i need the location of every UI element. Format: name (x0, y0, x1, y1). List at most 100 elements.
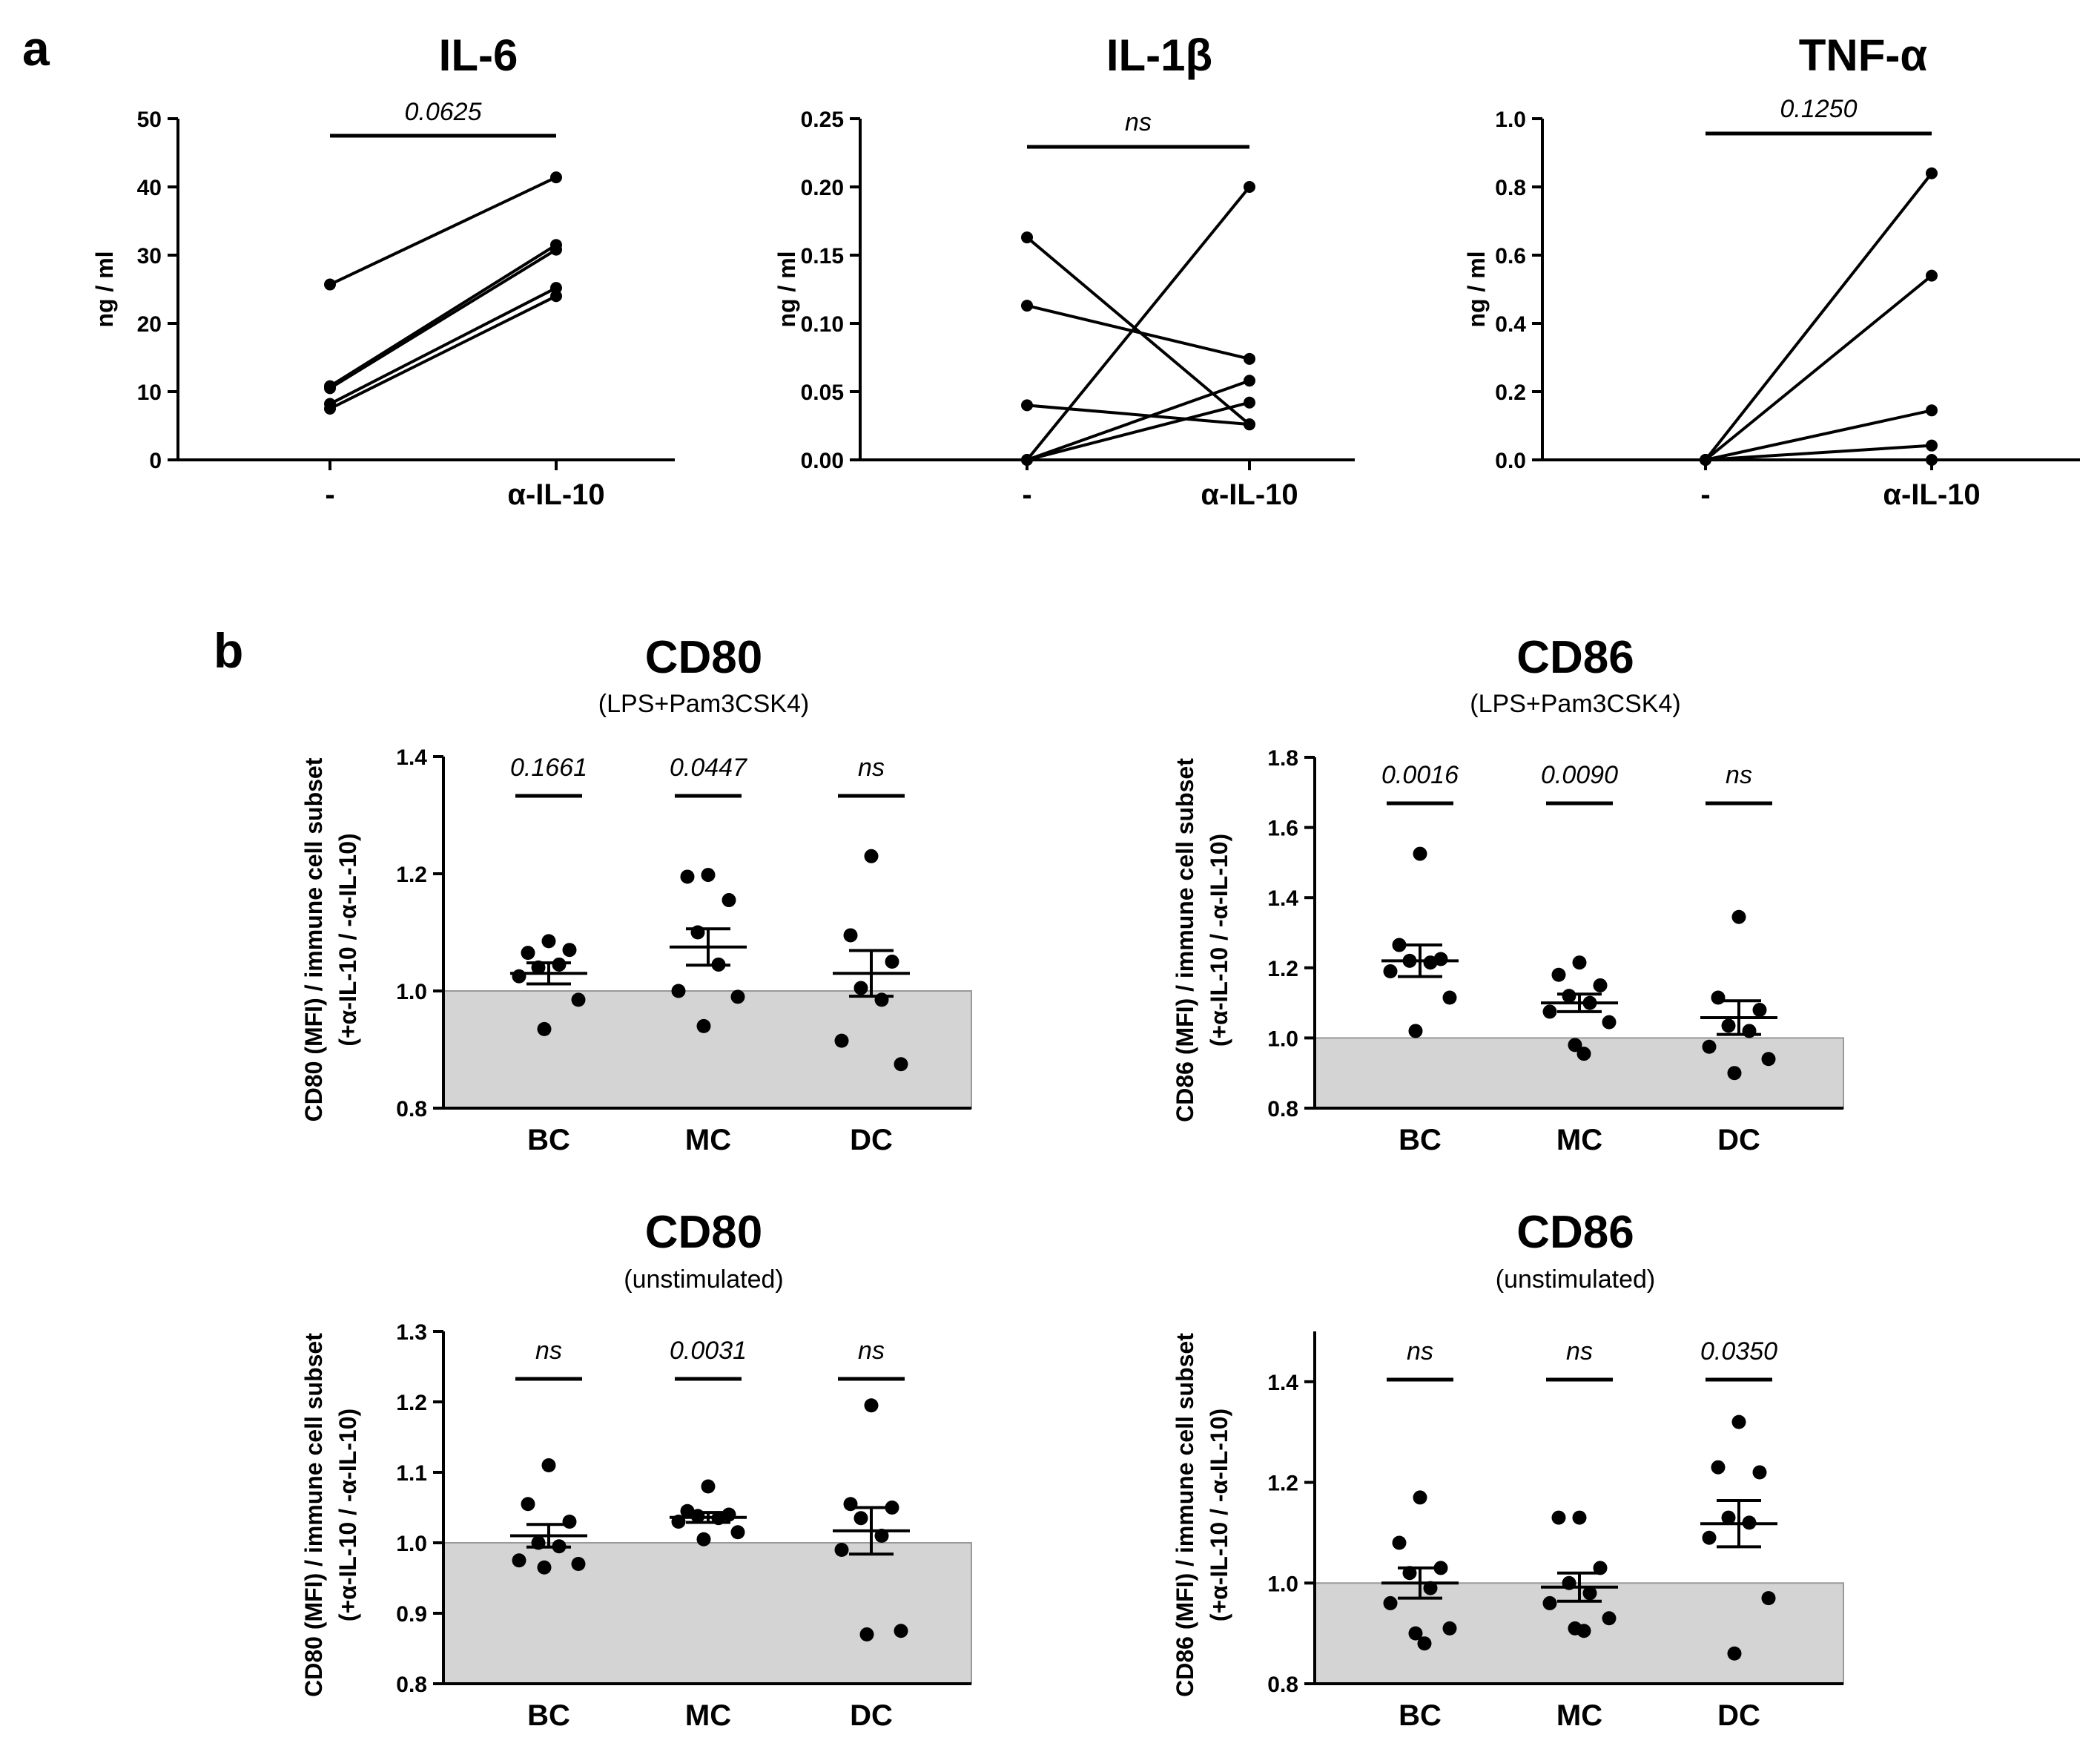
cd86_stim-data-point (1562, 989, 1576, 1004)
cd86_unstim-data-point (1593, 1561, 1608, 1575)
cd80_unstim-data-point (571, 1557, 586, 1571)
cd80_stim-ytick-label: 0.8 (396, 1097, 427, 1121)
il1b-data-point (1021, 231, 1033, 244)
tnfa-ytick-label: 0.2 (1495, 381, 1526, 405)
il1b-data-point (1021, 454, 1033, 466)
cd80_stim-data-point (701, 868, 716, 883)
il1b-data-point (1244, 352, 1255, 365)
il6-series-line (329, 176, 557, 286)
cd80_stim-data-point (512, 969, 526, 984)
cd80_unstim-ylabel-line2: (+α-IL-10 / -α-IL-10) (334, 1409, 361, 1621)
il1b-series-line (1026, 401, 1250, 461)
cd86_unstim-data-point (1702, 1530, 1717, 1545)
cd80_stim-ytick-label: 1.2 (396, 863, 427, 887)
cd86_stim-data-point (1423, 955, 1438, 970)
cd80_stim-sig-label: 0.1661 (510, 754, 587, 782)
cd80_stim-title: CD80 (645, 632, 763, 683)
cd86_stim-ytick-label: 1.2 (1267, 957, 1298, 981)
cd80_unstim-ytick-label: 1.1 (396, 1461, 427, 1486)
cd86_unstim-data-point (1408, 1626, 1423, 1641)
cd80_stim-sig-label: ns (858, 754, 885, 782)
cd86_stim-data-point (1383, 964, 1398, 979)
panel-letter-a: a (22, 21, 50, 76)
tnfa-data-point (1926, 454, 1938, 466)
cd86_unstim-data-point (1572, 1510, 1587, 1525)
cd86_stim-data-point (1572, 955, 1587, 970)
cd86_unstim-data-point (1413, 1490, 1427, 1505)
cd86_unstim-xtick-label: MC (1556, 1699, 1602, 1732)
cd80_unstim-ytick-label: 1.3 (396, 1320, 427, 1345)
il6-data-point (324, 382, 336, 395)
cd80_stim-subtitle: (LPS+Pam3CSK4) (598, 690, 809, 718)
il1b-ytick-label: 0.05 (801, 381, 844, 405)
il1b-series-line (1026, 304, 1250, 360)
tnfa-sig-label: 0.1250 (1780, 95, 1858, 123)
tnfa-data-point (1926, 167, 1938, 179)
tnfa-ytick-label: 0.6 (1495, 244, 1526, 269)
cd86_stim-ytick-label: 1.4 (1267, 886, 1298, 911)
il6-data-point (550, 282, 562, 294)
il6-data-point (324, 278, 336, 291)
cd80_unstim-data-point (864, 1398, 879, 1413)
tnfa-data-point (1926, 404, 1938, 417)
cd80_stim-ytick-label: 1.4 (396, 745, 427, 770)
tnfa-ytick-label: 0.0 (1495, 449, 1526, 473)
cd86_unstim-data-point (1761, 1591, 1776, 1606)
cd80_unstim-sig-label: ns (858, 1337, 885, 1365)
cd80_stim-data-point (562, 943, 577, 958)
cd86_unstim-data-point (1602, 1611, 1617, 1626)
cd86_unstim-data-point (1423, 1581, 1438, 1595)
il1b-data-point (1021, 399, 1033, 412)
cd86_unstim-ytick-label: 1.2 (1267, 1472, 1298, 1496)
il1b-ytick-label: 0.25 (801, 108, 844, 132)
il1b-data-point (1021, 300, 1033, 312)
cd80_stim-data-point (894, 1057, 908, 1072)
tnfa-data-point (1700, 454, 1711, 466)
cd86_unstim-ytick-label: 1.0 (1267, 1572, 1298, 1596)
il6-ytick-label: 50 (137, 108, 162, 132)
cd86_stim-ytick-label: 0.8 (1267, 1097, 1298, 1121)
tnfa-ytick-label: 1.0 (1495, 108, 1526, 132)
cd80_unstim-data-point (730, 1525, 745, 1540)
il1b-xtick-label: α-IL-10 (1201, 478, 1298, 511)
il6-ylabel: ng / ml (91, 251, 118, 327)
il1b-title: IL-1β (1106, 30, 1212, 80)
cd86_unstim-sig-label: 0.0350 (1700, 1337, 1777, 1366)
cd86_stim-data-point (1576, 1047, 1591, 1061)
cd80_unstim-sig-label: ns (535, 1337, 562, 1365)
cd86_stim-ytick-label: 1.6 (1267, 817, 1298, 841)
cd80_unstim-data-point (541, 1458, 556, 1472)
cd86_unstim-data-point (1711, 1460, 1726, 1475)
il6-series-line (329, 294, 557, 410)
cd86_stim-data-point (1442, 990, 1457, 1005)
cd80_stim-data-point (885, 955, 899, 969)
cd80_unstim-xtick-label: DC (850, 1699, 893, 1732)
il6-ytick-label: 10 (137, 381, 162, 405)
tnfa-data-point (1926, 269, 1938, 282)
cd80_stim-data-point (722, 893, 736, 908)
cd80_stim-data-point (843, 928, 858, 943)
il6-ytick-label: 0 (149, 449, 162, 473)
cd86_stim-xtick-label: BC (1399, 1124, 1442, 1156)
il6-ytick-label: 30 (137, 244, 162, 269)
cd86_unstim-ytick-label: 0.8 (1267, 1673, 1298, 1697)
cd86_unstim-data-point (1383, 1595, 1398, 1610)
cd80_stim-xtick-label: MC (685, 1124, 731, 1156)
cd86_unstim-data-point (1721, 1510, 1736, 1525)
cd80_stim-ylabel-line1: CD80 (MFI) / immune cell subset (300, 757, 327, 1121)
tnfa-data-point (1926, 439, 1938, 452)
il6-title: IL-6 (439, 30, 518, 80)
cd86_unstim-sig-label: ns (1566, 1337, 1593, 1366)
cd80_stim-data-point (834, 1033, 849, 1048)
tnfa-series-line (1705, 409, 1932, 461)
il6-sig-label: 0.0625 (405, 98, 482, 126)
cd80_stim-data-point (730, 989, 745, 1004)
cd86_unstim-ylabel-line1: CD86 (MFI) / immune cell subset (1172, 1333, 1198, 1697)
cd86_stim-data-point (1727, 1066, 1742, 1081)
cd86_unstim-data-point (1551, 1510, 1566, 1525)
cd86_unstim-data-point (1727, 1646, 1742, 1661)
il1b-series-line (1026, 404, 1250, 426)
cd86_stim-ytick-label: 1.0 (1267, 1027, 1298, 1051)
cd86_unstim-data-point (1582, 1586, 1597, 1601)
il6-data-point (324, 403, 336, 415)
